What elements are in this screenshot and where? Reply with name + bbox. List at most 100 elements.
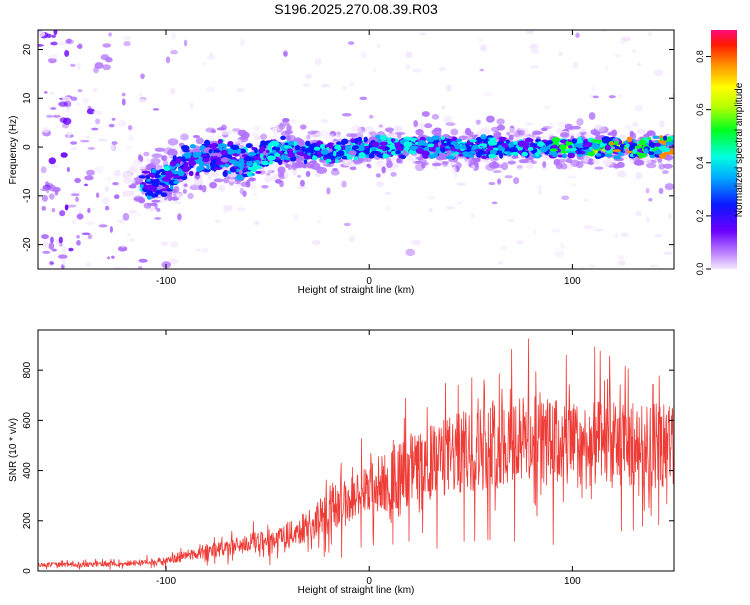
spectrogram-blob [152,108,160,111]
spectrogram-blob [42,241,50,249]
spectrogram-blob [232,128,241,132]
spectrogram-blob [49,193,55,200]
spectrogram-blob [183,183,188,187]
spectrogram-blob [626,136,633,143]
colorbar-tick-label: 0.4 [695,157,705,170]
spectrogram-blob [539,146,548,153]
spectrogram-blob [353,156,359,161]
spectrogram-blob [241,131,250,139]
spectrogram-blob [128,184,138,189]
spectrogram-blob [591,142,599,149]
spectrogram-blob [281,118,290,123]
spectrogram-x-tick-label: 0 [366,276,372,287]
spectrogram-blob [92,87,98,92]
spectrogram-blob [351,125,362,133]
spectrogram-blob [634,104,644,112]
spectrogram-blob [189,184,201,191]
spectrogram-blob [616,161,625,169]
spectrogram-blob [671,93,674,99]
spectrogram-blob [625,144,630,148]
spectrogram-blob [64,39,74,45]
spectrogram-blob [529,65,540,69]
spectrogram-blob [662,163,673,169]
spectrogram-blob [243,167,247,172]
spectrogram-blob [480,134,487,140]
spectrogram-blob [646,130,656,138]
spectrogram-blob [43,91,48,94]
spectrogram-blob [72,218,76,225]
spectrogram-blob [210,129,217,134]
spectrogram-blob [69,63,76,67]
spectrogram-blob [424,146,430,151]
spectrogram-blob [360,51,368,59]
spectrogram-blob [587,150,596,157]
snr-series-line [38,338,674,570]
spectrogram-blob [46,33,52,39]
spectrogram-blob [206,164,210,170]
spectrogram-blob [592,95,599,99]
spectrogram-blob [328,148,333,153]
spectrogram-blob [167,148,178,157]
spectrogram-blob [161,155,168,162]
spectrogram-blob [536,184,543,190]
spectrogram-blob [378,124,383,128]
spectrogram-blob [316,220,322,224]
spectrogram-blob [212,152,222,156]
spectrogram-blob [576,139,584,145]
spectrogram-blob [485,115,495,123]
spectrogram-blob [387,139,392,145]
spectrogram-blob [264,165,274,173]
spectrogram-blob [368,114,374,119]
spectrogram-blob [445,155,455,160]
spectrogram-blob [133,197,145,202]
spectrogram-blob [272,127,278,134]
spectrogram-blob [238,169,243,175]
spectrogram-blob [51,34,56,38]
spectrogram-blob [209,181,218,189]
spectrogram-blob [95,192,100,199]
spectrogram-blob [645,187,650,194]
spectrogram-blob [181,165,191,173]
spectrogram-blob [61,258,66,266]
spectrogram-blob [273,159,284,163]
spectrogram-blob [419,32,427,36]
spectrogram-blob [326,187,331,195]
spectrogram-blob [541,167,548,171]
colorbar-ticks: 0.0 0.2 0.4 0.6 0.8 [695,50,711,275]
spectrogram-blob [530,48,540,55]
colorbar-gradient [711,30,737,269]
spectrogram-blob [593,149,598,154]
spectrogram-blob [234,180,239,185]
spectrogram-y-tick-label: -20 [22,237,33,252]
spectrogram-blob [143,151,150,157]
spectrogram-blob [395,150,401,155]
spectrogram-blob [335,159,339,164]
spectrogram-blob [184,161,189,167]
spectrogram-blob [193,181,204,185]
spectrogram-blob [588,112,596,120]
spectrogram-blob [305,74,313,79]
spectrogram-blob [133,177,144,184]
spectrogram-blob [332,150,337,157]
spectrogram-blob [559,144,567,151]
spectrogram-blob [612,149,622,153]
spectrogram-blob [670,148,674,153]
spectrogram-blob [169,160,177,167]
colorbar-tick-label: 0.6 [695,103,705,116]
spectrogram-blob [121,92,126,97]
spectrogram-blob [507,219,515,222]
spectrogram-blob [203,139,211,146]
spectrogram-blob [469,150,476,155]
spectrogram-blob [564,123,573,130]
spectrogram-blob [464,127,472,136]
spectrogram-blob [196,166,201,172]
snr-x-tick-label: 100 [564,576,581,587]
spectrogram-blob [300,179,305,187]
spectrogram-blob [216,127,226,131]
spectrogram-blob [253,135,262,141]
spectrogram-blob [214,219,222,224]
spectrogram-blob [159,182,165,186]
spectrogram-blob [490,137,497,143]
spectrogram-blob [613,155,622,160]
